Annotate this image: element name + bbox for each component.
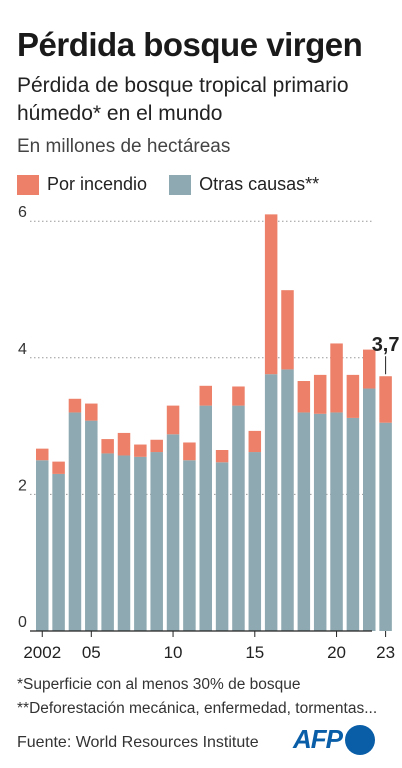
bar-fire-2019 [313,374,327,414]
chart-title: Pérdida bosque virgen [17,26,363,63]
x-tick-label: 23 [376,643,395,662]
bar-chart: 0 2 4 6 2002 05 10 15 20 23 3,7 [18,204,400,662]
legend-label-other: Otras causas** [199,174,320,194]
bar-fire-2018 [297,381,311,413]
bar-fire-2015 [248,430,262,453]
bar-other-2007 [117,455,131,631]
bar-other-2003 [52,473,65,631]
legend: Por incendio Otras causas** [17,174,341,195]
bar-fire-2002 [36,448,49,461]
bar-other-2012 [199,405,212,631]
bar-other-2021 [346,417,360,631]
bars [36,214,392,631]
bar-other-2015 [248,452,262,631]
x-tick-label: 05 [82,643,101,662]
bar-fire-2009 [150,439,163,453]
bar-other-2023 [379,422,392,631]
bar-fire-2021 [346,374,360,418]
afp-logo-text: AFP [293,724,343,754]
bar-other-2020 [330,412,343,631]
bar-other-2004 [68,412,82,631]
bar-fire-2010 [166,405,180,435]
bar-other-2002 [36,460,49,631]
legend-item-fire: Por incendio [17,174,147,195]
afp-logo: AFP [293,724,375,755]
bar-fire-2004 [68,398,82,413]
source-note: Fuente: World Resources Institute [17,734,259,751]
afp-logo-circle-icon [345,724,375,755]
y-tick-label: 6 [18,204,27,221]
bar-fire-2020 [330,343,343,413]
chart-subtitle: Pérdida de bosque tropical primario húme… [17,74,349,125]
bar-other-2010 [166,434,180,631]
y-tick-label: 0 [18,614,27,631]
bar-fire-2012 [199,385,212,406]
bar-fire-2016 [264,214,278,375]
legend-swatch-fire [17,174,39,195]
annotation: 3,7 [372,334,400,375]
legend-swatch-other [169,174,192,195]
bar-fire-2023 [379,376,392,423]
bar-other-2019 [313,413,327,631]
bar-other-2017 [281,369,294,631]
annotation-value: 3,7 [372,334,400,356]
bar-fire-2008 [134,444,147,457]
footnote-1: *Superficie con al menos 30% de bosque [17,676,301,693]
bar-fire-2005 [85,403,98,421]
bar-fire-2006 [101,439,114,454]
bar-other-2005 [85,420,98,631]
bar-other-2018 [297,412,311,631]
bar-fire-2003 [52,461,65,474]
bar-fire-2014 [232,386,245,406]
units-label: En millones de hectáreas [17,136,231,157]
bar-fire-2007 [117,432,131,456]
x-tick-label: 2002 [23,643,61,662]
y-tick-label: 4 [18,341,27,358]
bar-other-2006 [101,453,114,631]
bar-other-2016 [264,374,278,631]
bar-fire-2013 [215,450,229,463]
bar-other-2011 [183,460,196,631]
bar-other-2008 [134,456,147,631]
x-tick-label: 15 [245,643,264,662]
bar-fire-2017 [281,290,294,370]
bar-other-2009 [150,452,163,631]
bar-fire-2022 [363,349,376,389]
bar-other-2014 [232,405,245,631]
x-axis: 2002 05 10 15 20 23 [23,630,395,662]
x-tick-label: 20 [327,643,346,662]
bar-other-2022 [363,388,376,631]
legend-item-other: Otras causas** [169,174,319,195]
x-tick-label: 10 [164,643,183,662]
bar-fire-2011 [183,442,196,461]
footnote-2: **Deforestación mecánica, enfermedad, to… [17,700,378,717]
bar-other-2013 [215,462,229,631]
y-tick-label: 2 [18,477,27,494]
legend-label-fire: Por incendio [47,174,148,194]
